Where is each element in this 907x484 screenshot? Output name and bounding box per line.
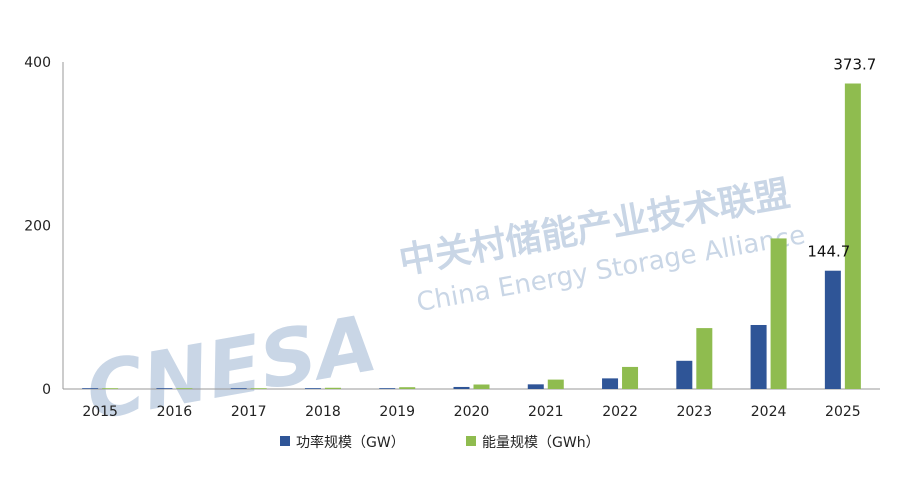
x-tick-label: 2015 xyxy=(82,404,118,420)
bar-energy-2017 xyxy=(250,388,267,389)
bar-energy-2015 xyxy=(102,388,119,389)
x-tick-label: 2021 xyxy=(528,404,564,420)
y-tick-label: 200 xyxy=(24,219,51,235)
legend-swatch xyxy=(466,436,476,446)
bar-energy-2023 xyxy=(696,328,713,389)
bar-energy-2021 xyxy=(547,379,564,389)
x-tick-label: 2023 xyxy=(676,404,712,420)
bar-energy-2020 xyxy=(473,384,490,389)
x-tick-label: 2022 xyxy=(602,404,638,420)
data-label: 144.7 xyxy=(807,243,850,261)
bar-power-2017 xyxy=(230,388,247,389)
bar-energy-2018 xyxy=(324,387,341,389)
x-tick-label: 2018 xyxy=(305,404,341,420)
bar-energy-2016 xyxy=(176,388,193,389)
bar-power-2019 xyxy=(379,388,396,389)
bar-power-2016 xyxy=(156,388,173,389)
bar-energy-2024 xyxy=(770,238,787,389)
x-tick-labels: 2015 2016 2017 2018 2019 2020 2021 2022 2023 2024… xyxy=(82,404,860,420)
y-tick-label: 400 xyxy=(24,55,51,71)
x-tick-label: 2020 xyxy=(454,404,490,420)
y-tick-label: 0 xyxy=(42,382,51,398)
x-tick-label: 2024 xyxy=(751,404,787,420)
x-tick-label: 2019 xyxy=(379,404,415,420)
bar-power-2023 xyxy=(676,360,693,389)
bar-power-2020 xyxy=(453,386,470,389)
y-tick-labels: 0 200 400 xyxy=(24,55,51,398)
x-tick-label: 2017 xyxy=(231,404,267,420)
legend-swatch xyxy=(280,436,290,446)
bar-energy-2022 xyxy=(622,366,639,389)
bar-energy-2025 xyxy=(844,83,861,390)
watermark: CNESA 中关村储能产业技术联盟 China Energy Storage A… xyxy=(80,173,808,438)
bar-power-2024 xyxy=(750,324,767,389)
x-tick-label: 2025 xyxy=(825,404,861,420)
bar-power-2025 xyxy=(824,270,841,389)
data-labels: 144.7 373.7 xyxy=(807,56,876,261)
bar-power-2022 xyxy=(602,378,619,389)
bar-power-2015 xyxy=(82,388,99,389)
x-tick-label: 2016 xyxy=(157,404,193,420)
data-label: 373.7 xyxy=(833,56,876,74)
bar-energy-2019 xyxy=(399,387,416,389)
legend-label: 功率规模（GW） xyxy=(296,434,405,451)
bar-power-2018 xyxy=(304,388,321,389)
bars xyxy=(82,83,861,390)
bar-power-2021 xyxy=(527,384,544,389)
legend-label: 能量规模（GWh） xyxy=(482,435,600,451)
legend: 功率规模（GW） 能量规模（GWh） xyxy=(280,434,600,451)
